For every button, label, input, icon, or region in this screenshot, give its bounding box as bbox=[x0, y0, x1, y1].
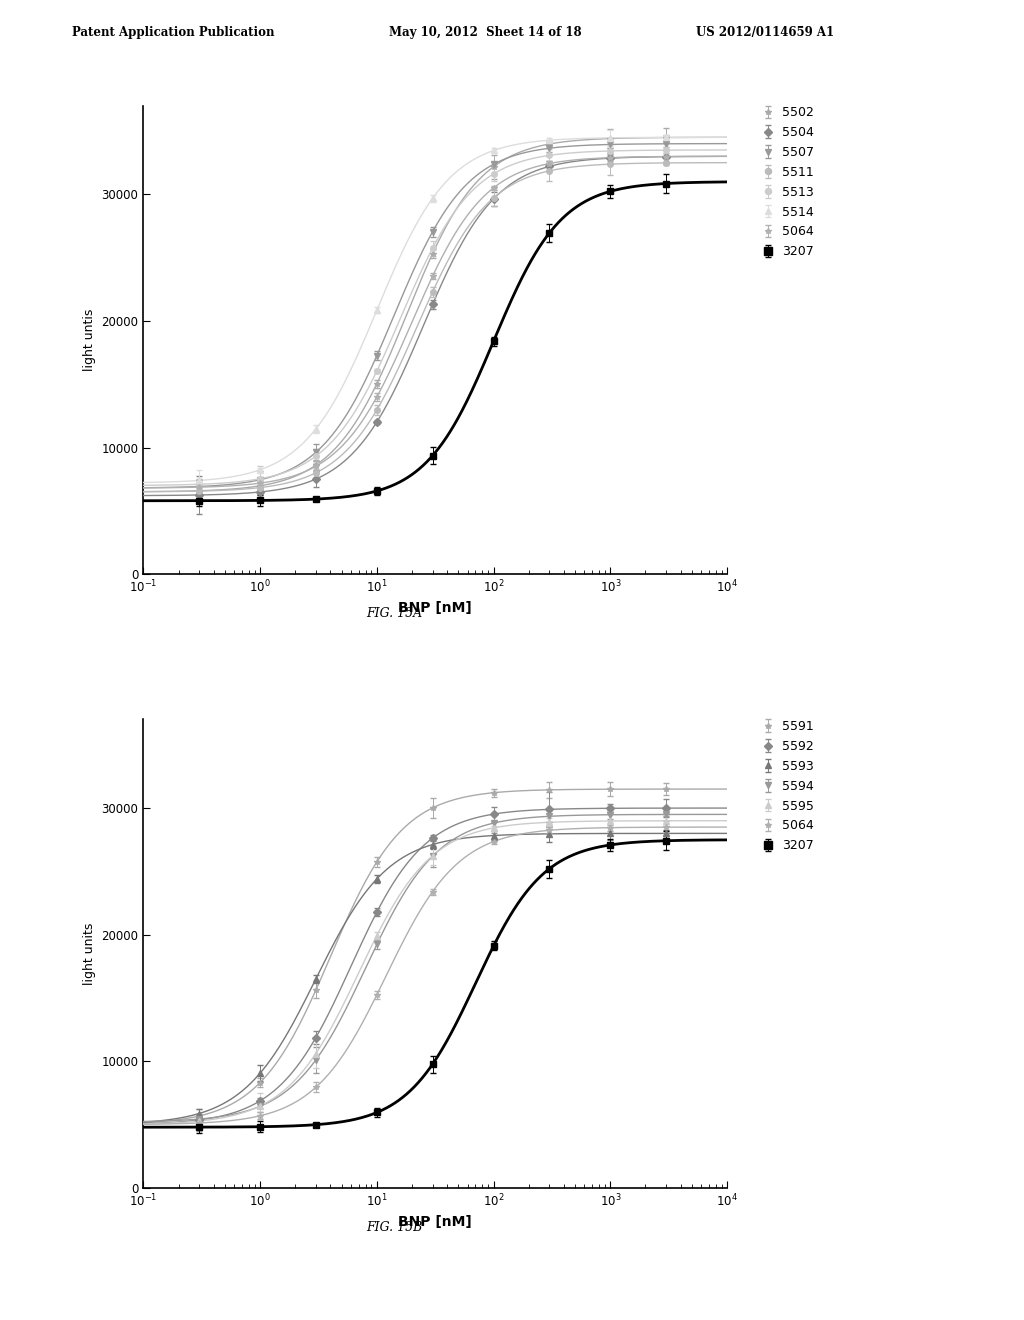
Text: Patent Application Publication: Patent Application Publication bbox=[72, 26, 274, 40]
X-axis label: BNP [nM]: BNP [nM] bbox=[398, 1214, 472, 1229]
Y-axis label: light untis: light untis bbox=[83, 309, 96, 371]
Text: May 10, 2012  Sheet 14 of 18: May 10, 2012 Sheet 14 of 18 bbox=[389, 26, 582, 40]
Text: FIG. 15A: FIG. 15A bbox=[367, 607, 422, 620]
Text: US 2012/0114659 A1: US 2012/0114659 A1 bbox=[696, 26, 835, 40]
Legend: 5502, 5504, 5507, 5511, 5513, 5514, 5064, 3207: 5502, 5504, 5507, 5511, 5513, 5514, 5064… bbox=[757, 103, 817, 263]
Text: FIG. 15B: FIG. 15B bbox=[367, 1221, 422, 1234]
Legend: 5591, 5592, 5593, 5594, 5595, 5064, 3207: 5591, 5592, 5593, 5594, 5595, 5064, 3207 bbox=[757, 717, 817, 857]
Y-axis label: light units: light units bbox=[83, 923, 96, 985]
X-axis label: BNP [nM]: BNP [nM] bbox=[398, 601, 472, 615]
